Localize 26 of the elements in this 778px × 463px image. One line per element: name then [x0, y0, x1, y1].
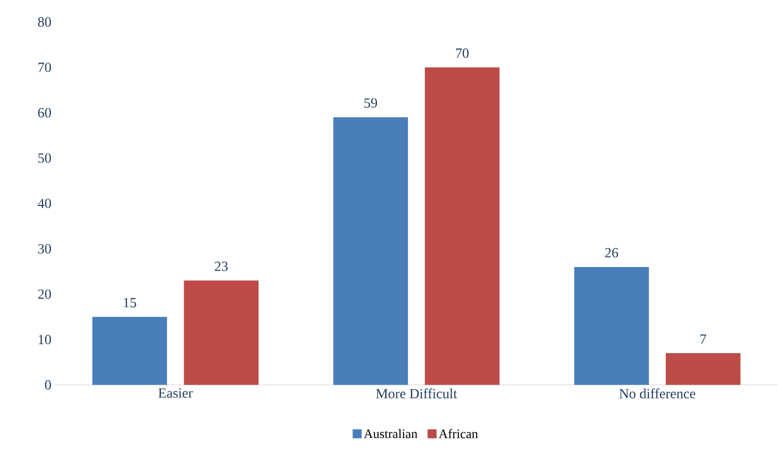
y-tick-label: 80 — [38, 17, 51, 27]
data-label: 15 — [124, 298, 136, 308]
bar — [424, 67, 500, 385]
bar — [333, 117, 408, 385]
y-tick-label: 10 — [38, 334, 51, 344]
bar — [666, 353, 740, 385]
legend-label: Australian — [364, 429, 418, 438]
bar — [92, 316, 168, 385]
y-tick-label: 20 — [38, 290, 51, 299]
y-tick-label: 30 — [38, 244, 51, 254]
legend-label: African — [438, 429, 478, 438]
data-label: 26 — [605, 248, 618, 258]
x-tick-label: No difference — [619, 388, 696, 398]
y-tick-label: 40 — [38, 198, 51, 208]
data-label: 70 — [456, 48, 469, 58]
x-tick-label: More Difficult — [376, 388, 458, 398]
x-tick-label: Easier — [158, 388, 193, 398]
y-tick-label: 70 — [38, 62, 51, 72]
data-label: 59 — [364, 98, 378, 108]
data-label: 23 — [214, 262, 228, 272]
bar — [184, 280, 259, 385]
y-tick-label: 60 — [38, 108, 51, 118]
data-label: 7 — [700, 334, 706, 344]
y-tick-label: 0 — [45, 380, 51, 390]
bar — [574, 267, 649, 385]
y-tick-label: 50 — [38, 153, 51, 163]
